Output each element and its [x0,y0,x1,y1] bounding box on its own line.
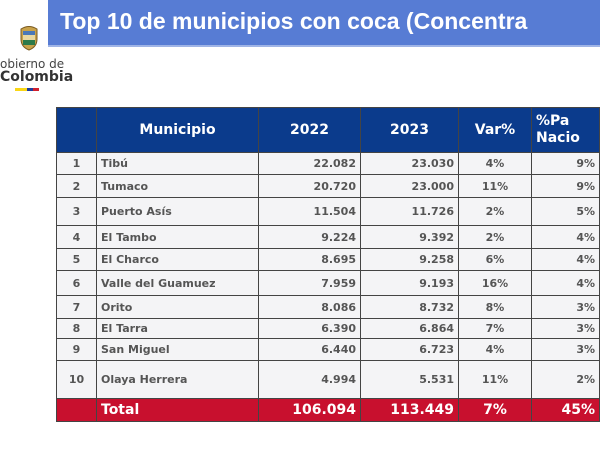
cell-municipio: El Tambo [96,225,259,249]
cell-participacion: 3% [531,338,600,361]
cell-var: 11% [458,360,532,399]
table-row: 5 El Charco 8.695 9.258 6% 4% [56,248,600,271]
table-row: 1 Tibú 22.082 23.030 4% 9% [56,152,600,175]
total-participacion: 45% [531,398,600,422]
cell-value-2023: 9.392 [360,225,459,249]
cell-var: 4% [458,338,532,361]
cell-value-2023: 23.030 [360,152,459,175]
table-row: 2 Tumaco 20.720 23.000 11% 9% [56,174,600,198]
title-bar [48,0,600,47]
logo-text-colombia: Colombia [0,69,74,85]
header-rank [56,107,97,153]
cell-participacion: 4% [531,270,600,296]
header-var: Var% [458,107,532,153]
cell-var: 8% [458,295,532,319]
cell-participacion: 4% [531,248,600,271]
cell-rank: 1 [56,152,97,175]
header-2022: 2022 [258,107,361,153]
cell-value-2022: 20.720 [258,174,361,198]
table-row: 6 Valle del Guamuez 7.959 9.193 16% 4% [56,270,600,296]
cell-municipio: Tumaco [96,174,259,198]
cell-participacion: 5% [531,197,600,226]
cell-value-2023: 11.726 [360,197,459,226]
cell-value-2022: 6.440 [258,338,361,361]
cell-participacion: 3% [531,318,600,339]
total-label: Total [96,398,259,422]
cell-rank: 4 [56,225,97,249]
cell-municipio: Orito [96,295,259,319]
total-2022: 106.094 [258,398,361,422]
cell-municipio: El Tarra [96,318,259,339]
table-row: 7 Orito 8.086 8.732 8% 3% [56,295,600,319]
cell-value-2023: 5.531 [360,360,459,399]
coca-municipalities-table: Municipio 2022 2023 Var% %Pa Nacio 1 Tibú 2… [56,107,600,422]
cell-value-2023: 6.864 [360,318,459,339]
cell-value-2023: 9.193 [360,270,459,296]
page-title: Top 10 de municipios con coca (Concentra [60,8,528,34]
cell-participacion: 2% [531,360,600,399]
table-row: 3 Puerto Asís 11.504 11.726 2% 5% [56,197,600,226]
cell-var: 11% [458,174,532,198]
table-row: 8 El Tarra 6.390 6.864 7% 3% [56,318,600,339]
colombia-crest-icon [20,26,38,51]
cell-rank: 3 [56,197,97,226]
cell-value-2022: 22.082 [258,152,361,175]
cell-value-2022: 8.086 [258,295,361,319]
flag-stripe [15,88,39,91]
cell-participacion: 9% [531,152,600,175]
cell-value-2022: 4.994 [258,360,361,399]
header-2023: 2023 [360,107,459,153]
header-part-line1: %Pa [536,113,570,129]
cell-rank: 9 [56,338,97,361]
cell-value-2023: 8.732 [360,295,459,319]
cell-rank: 5 [56,248,97,271]
cell-municipio: Puerto Asís [96,197,259,226]
total-var: 7% [458,398,532,422]
cell-municipio: Olaya Herrera [96,360,259,399]
header-municipio: Municipio [96,107,259,153]
cell-municipio: Valle del Guamuez [96,270,259,296]
cell-value-2022: 6.390 [258,318,361,339]
cell-value-2022: 11.504 [258,197,361,226]
cell-value-2023: 6.723 [360,338,459,361]
cell-value-2022: 7.959 [258,270,361,296]
cell-value-2022: 8.695 [258,248,361,271]
cell-rank: 10 [56,360,97,399]
table-row: 9 San Miguel 6.440 6.723 4% 3% [56,338,600,361]
total-row: Total 106.094 113.449 7% 45% [56,398,600,422]
total-rank [56,398,97,422]
cell-rank: 8 [56,318,97,339]
cell-value-2023: 23.000 [360,174,459,198]
cell-var: 7% [458,318,532,339]
cell-participacion: 9% [531,174,600,198]
cell-municipio: San Miguel [96,338,259,361]
cell-var: 2% [458,225,532,249]
logo-text-gobierno: obierno de [0,57,65,71]
cell-value-2023: 9.258 [360,248,459,271]
cell-var: 4% [458,152,532,175]
total-2023: 113.449 [360,398,459,422]
cell-var: 6% [458,248,532,271]
table-row: 10 Olaya Herrera 4.994 5.531 11% 2% [56,360,600,399]
cell-municipio: El Charco [96,248,259,271]
cell-var: 2% [458,197,532,226]
cell-participacion: 4% [531,225,600,249]
cell-rank: 6 [56,270,97,296]
cell-participacion: 3% [531,295,600,319]
cell-rank: 7 [56,295,97,319]
cell-rank: 2 [56,174,97,198]
table-row: 4 El Tambo 9.224 9.392 2% 4% [56,225,600,249]
cell-municipio: Tibú [96,152,259,175]
header-part-line2: Nacio [536,130,580,146]
header-participacion: %Pa Nacio [531,107,600,153]
cell-var: 16% [458,270,532,296]
table-header-row: Municipio 2022 2023 Var% %Pa Nacio [56,107,600,153]
cell-value-2022: 9.224 [258,225,361,249]
